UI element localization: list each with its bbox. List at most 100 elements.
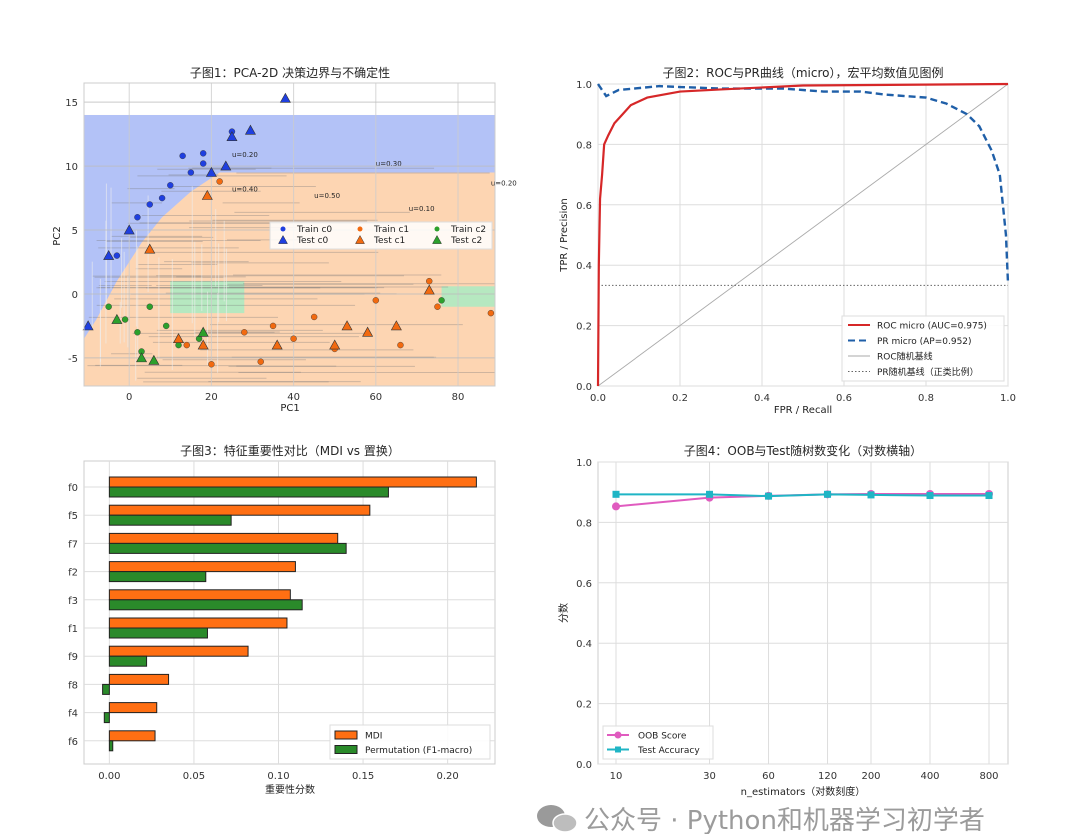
y-tick-label: 0.4 <box>576 261 592 272</box>
test-point <box>226 131 238 141</box>
legend-marker-triangle-icon <box>278 234 288 244</box>
x-tick-label: 0.20 <box>437 771 459 782</box>
subplot3: 0.00 0.05 0.10 0.15 0.20 f0 f5 f7 f2 f3 f1 f9 f8 f4 f6… <box>68 460 496 782</box>
y-tick-label: f3 <box>68 596 78 607</box>
x-tick-label: 10 <box>610 771 623 782</box>
test-point <box>362 326 374 337</box>
bar-mdi <box>108 645 249 657</box>
legend-marker-circle-icon <box>434 226 440 232</box>
bar-permutation <box>108 740 114 752</box>
y-tick-label: 10 <box>65 162 78 173</box>
bar-mdi <box>108 673 170 685</box>
test-point <box>148 354 160 365</box>
bar-mdi <box>108 730 156 742</box>
train-point <box>146 303 153 310</box>
test-point <box>103 249 115 260</box>
y-tick-label: 0.6 <box>576 201 592 212</box>
train-point <box>121 316 129 323</box>
test-point <box>197 339 209 350</box>
legend-label: OOB Score <box>638 732 687 742</box>
subplot1: u=0.20 u=0.30 u=0.40 u=0.50 u=0.10 u=0.20 0 20 4… <box>65 82 517 403</box>
legend-label: PR micro (AP=0.952) <box>877 337 972 347</box>
y-tick-label: f7 <box>68 539 78 550</box>
bar-mdi <box>108 561 296 573</box>
y-tick-label: 0.0 <box>576 760 592 771</box>
train-point <box>179 152 186 160</box>
x-tick-label: 0.0 <box>590 393 606 404</box>
legend-label: PR随机基线（正类比例） <box>877 366 979 378</box>
test-point <box>279 92 291 103</box>
train-point <box>290 335 297 342</box>
legend-marker-circle-icon <box>357 226 363 232</box>
x-tick-label: 0.2 <box>672 393 688 404</box>
y-tick-label: f5 <box>68 511 78 522</box>
subplot2: 0.00.0 0.2 0.2 0.4 0.4 0.6 0.6 0.8 0.8 1.0 1.0 ROC … <box>576 80 1016 404</box>
train-point <box>257 358 264 365</box>
x-tick-label: 1.0 <box>1000 393 1016 404</box>
x-tick-label: 30 <box>703 771 716 782</box>
legend-marker-triangle-icon <box>432 234 442 244</box>
y-tick-label: 15 <box>65 98 78 109</box>
x-tick-label: 0 <box>126 392 132 403</box>
bar-mdi <box>108 532 339 544</box>
train-point <box>397 341 404 349</box>
test-point <box>205 166 217 177</box>
subplot3-xlabel: 重要性分数 <box>265 783 315 796</box>
contour-label: u=0.10 <box>409 205 435 213</box>
axes-frame <box>83 82 496 387</box>
watermark: 公众号 · Python和机器学习初学者 <box>537 805 985 834</box>
test-accuracy-point <box>612 490 620 498</box>
train-point <box>146 201 153 208</box>
x-tick-label: 60 <box>369 392 382 403</box>
x-tick-label: 40 <box>287 392 300 403</box>
test-point <box>144 243 156 254</box>
subplot2-ylabel: TPR / Precision <box>559 198 570 272</box>
test-accuracy-point <box>824 490 832 498</box>
subplot4-ylabel: 分数 <box>557 603 570 623</box>
legend-label: Train c2 <box>450 225 486 235</box>
test-point <box>271 339 283 350</box>
train-point <box>199 150 207 157</box>
test-accuracy-point <box>706 490 714 498</box>
y-tick-label: f4 <box>68 709 78 720</box>
y-tick-label: 1.0 <box>576 458 592 469</box>
subplot4-title: 子图4：OOB与Test随树数变化（对数横轴） <box>684 443 922 458</box>
y-tick-label: 0.8 <box>576 518 592 529</box>
region-class-c2 <box>441 286 495 307</box>
bar-permutation <box>108 486 389 498</box>
x-tick-label: 0.15 <box>352 771 374 782</box>
y-tick-label: f0 <box>68 483 78 494</box>
bar-mdi <box>108 476 477 488</box>
y-tick-label: 0 <box>72 290 78 301</box>
bar-permutation <box>108 542 347 554</box>
legend: ROC micro (AUC=0.975) PR micro (AP=0.952)… <box>841 315 1005 382</box>
y-tick-label: f2 <box>68 568 78 579</box>
y-tick-label: -5 <box>68 354 78 365</box>
train-point <box>199 160 207 167</box>
roc-random-baseline <box>597 83 1009 387</box>
axes-frame <box>597 461 1009 765</box>
bar-permutation <box>108 655 148 667</box>
x-tick-label: 80 <box>452 392 465 403</box>
region-class-c0 <box>84 114 495 339</box>
legend-swatch-icon <box>334 745 358 754</box>
bar-mdi <box>108 589 291 601</box>
y-tick-label: 0.0 <box>576 382 592 393</box>
train-point <box>105 303 112 310</box>
test-point <box>136 352 148 363</box>
bar-mdi <box>108 504 371 516</box>
y-tick-label: f9 <box>68 652 78 663</box>
train-point <box>134 214 141 221</box>
y-tick-label: 0.8 <box>576 140 592 151</box>
x-tick-label: 120 <box>818 771 837 782</box>
contour-label: u=0.20 <box>232 151 258 159</box>
test-point <box>220 160 232 171</box>
y-tick-label: f1 <box>68 624 78 635</box>
test-point <box>423 284 435 295</box>
train-point <box>187 169 195 176</box>
x-tick-label: 0.6 <box>836 393 852 404</box>
subplot4-xlabel: n_estimators（对数刻度） <box>741 785 866 798</box>
bar-permutation <box>102 683 110 695</box>
train-point <box>438 297 445 304</box>
train-point <box>434 303 441 310</box>
